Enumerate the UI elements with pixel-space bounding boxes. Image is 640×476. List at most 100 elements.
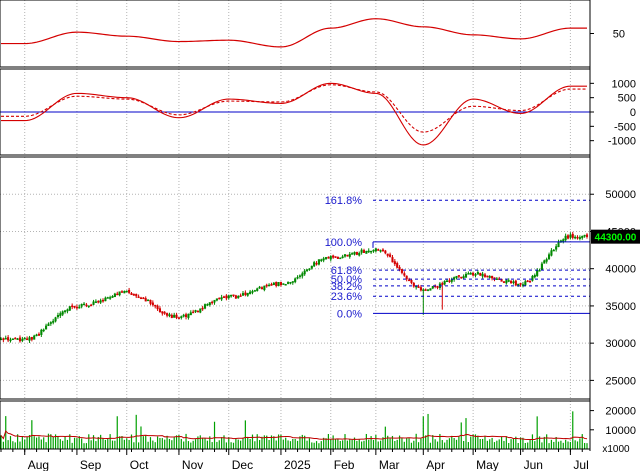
volume-bar xyxy=(187,441,190,449)
candle-body xyxy=(476,272,479,275)
volume-bar xyxy=(493,442,496,449)
candle-body xyxy=(391,257,394,263)
candle-body xyxy=(474,274,477,276)
candle-body xyxy=(289,282,292,284)
volume-bar xyxy=(206,440,209,449)
candle-body xyxy=(441,283,444,285)
volume-bar xyxy=(19,441,21,449)
candle-body xyxy=(49,322,52,324)
volume-bar xyxy=(448,438,450,449)
candle-body xyxy=(125,290,128,293)
volume-bar xyxy=(543,436,545,449)
candle-body xyxy=(279,282,283,286)
candle-body xyxy=(481,273,484,277)
candle-body xyxy=(116,293,119,296)
volume-bar xyxy=(211,442,213,449)
volume-bar xyxy=(185,433,187,449)
volume-bar xyxy=(263,435,265,449)
volume-bar xyxy=(586,443,588,449)
volume-bar xyxy=(114,440,116,449)
volume-bar xyxy=(147,441,149,449)
volume-bar xyxy=(584,442,586,449)
candle-body xyxy=(405,275,408,280)
month-label: 2025 xyxy=(284,458,311,471)
candle-body xyxy=(436,286,439,288)
volume-bar xyxy=(17,434,19,449)
volume-bar xyxy=(57,435,59,449)
volume-bar xyxy=(135,414,137,449)
volume-bar xyxy=(396,439,398,449)
volume-bar xyxy=(247,436,249,449)
volume-bar xyxy=(576,441,579,449)
candle-body xyxy=(80,304,83,307)
volume-bar xyxy=(503,440,505,449)
volume-bar xyxy=(223,435,225,449)
candle-body xyxy=(137,296,140,299)
candle-body xyxy=(536,270,539,276)
candle-body xyxy=(7,337,10,341)
volume-tick-label: 10000 xyxy=(605,425,636,437)
candle-body xyxy=(113,293,116,298)
candle-body xyxy=(370,250,373,253)
candle-body xyxy=(68,306,71,311)
candle-body xyxy=(545,259,548,262)
volume-bar xyxy=(249,438,251,449)
candle-body xyxy=(291,281,294,283)
candle-body xyxy=(215,298,218,301)
candle-body xyxy=(424,289,427,291)
volume-bar xyxy=(35,437,38,449)
candle-body xyxy=(491,275,494,279)
candle-body xyxy=(185,314,188,318)
volume-unit-box xyxy=(592,443,640,454)
volume-bar xyxy=(183,441,185,449)
volume-bar xyxy=(441,440,443,449)
fib-label: 0.0% xyxy=(337,308,362,320)
candle-body xyxy=(194,310,197,312)
candle-body xyxy=(149,299,152,304)
volume-bar xyxy=(287,440,289,449)
candle-body xyxy=(562,239,565,242)
candle-body xyxy=(526,280,529,283)
volume-bar xyxy=(9,436,12,449)
candle-body xyxy=(23,338,26,340)
candle-body xyxy=(130,293,133,296)
candle-body xyxy=(196,310,199,313)
volume-bar xyxy=(308,438,311,449)
volume-bar xyxy=(529,439,531,449)
candle-body xyxy=(479,272,482,276)
candle-body xyxy=(336,256,339,259)
candle-body xyxy=(298,275,301,277)
candle-body xyxy=(275,281,278,286)
candle-body xyxy=(365,250,368,254)
candle-body xyxy=(135,293,138,297)
candle-body xyxy=(220,297,223,300)
volume-bar xyxy=(344,434,346,449)
candle-body xyxy=(147,299,150,302)
volume-bar xyxy=(66,439,69,449)
volume-bar xyxy=(477,435,479,449)
volume-bar xyxy=(391,435,394,449)
candle-body xyxy=(372,249,375,252)
candle-body xyxy=(189,312,192,316)
candle-body xyxy=(396,263,399,268)
candle-body xyxy=(348,253,351,257)
volume-bar xyxy=(62,440,64,449)
macd-panel: 1000 500 0 -500 -1000 xyxy=(0,78,636,148)
volume-bar xyxy=(251,434,254,449)
candle-body xyxy=(234,295,237,299)
candle-body xyxy=(106,297,109,299)
volume-bar xyxy=(467,442,469,449)
volume-bar xyxy=(363,440,365,449)
volume-bar xyxy=(555,436,557,449)
candle-body xyxy=(552,249,555,252)
volume-bar xyxy=(567,441,569,449)
volume-bar xyxy=(81,438,83,449)
volume-bar xyxy=(538,436,541,449)
candle-body xyxy=(168,314,171,317)
candle-body xyxy=(90,304,93,307)
candle-body xyxy=(384,250,387,254)
volume-bar xyxy=(242,437,244,449)
candle-body xyxy=(16,338,19,340)
month-label: Feb xyxy=(334,458,355,471)
